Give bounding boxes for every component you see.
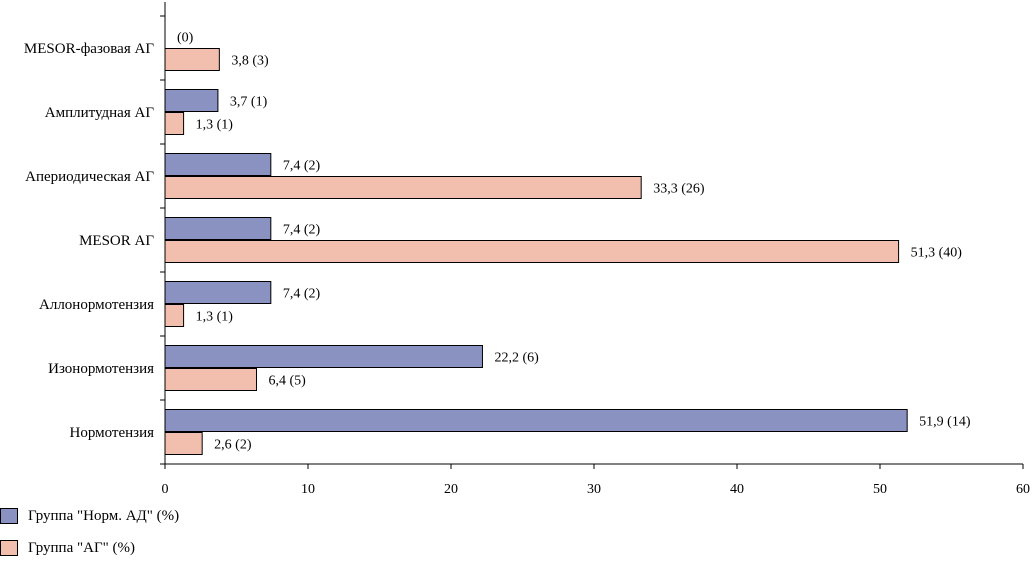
data-label-ag-0: 3,8 (3) [231, 54, 269, 69]
legend-swatch-norm [0, 508, 18, 524]
legend-item-norm: Группа "Норм. АД" (%) [0, 507, 179, 525]
data-label-ag-3: 51,3 (40) [911, 246, 963, 261]
x-tick-label-40: 40 [730, 482, 744, 497]
bar-ag-6 [164, 432, 203, 455]
bar-norm-2 [164, 153, 272, 176]
x-tick-label-20: 20 [444, 482, 458, 497]
category-label-3: MESOR АГ [79, 233, 154, 249]
x-tick-label-30: 30 [587, 482, 601, 497]
bar-ag-5 [164, 368, 258, 391]
data-label-ag-5: 6,4 (5) [269, 374, 307, 389]
x-tick-label-10: 10 [301, 482, 315, 497]
x-tick-label-50: 50 [873, 482, 887, 497]
category-label-1: Амплитудная АГ [45, 105, 155, 121]
category-label-4: Аллонормотензия [39, 297, 154, 313]
data-label-norm-3: 7,4 (2) [283, 223, 321, 238]
bar-ag-1 [164, 112, 185, 135]
bar-ag-4 [164, 304, 185, 327]
data-label-norm-5: 22,2 (6) [494, 351, 539, 366]
data-label-norm-2: 7,4 (2) [283, 159, 321, 174]
x-tick-label-0: 0 [162, 482, 169, 497]
legend-label-norm: Группа "Норм. АД" (%) [28, 507, 180, 524]
legend-label-ag: Группа "АГ" (%) [28, 539, 135, 556]
data-label-norm-1: 3,7 (1) [230, 95, 268, 110]
data-label-ag-6: 2,6 (2) [214, 438, 252, 453]
x-tick-label-60: 60 [1016, 482, 1030, 497]
category-label-2: Апериодическая АГ [25, 169, 154, 185]
data-label-ag-2: 33,3 (26) [653, 182, 705, 197]
legend: Группа "Норм. АД" (%) Группа "АГ" (%) [0, 507, 179, 571]
bar-norm-5 [164, 345, 483, 368]
data-label-norm-0: (0) [177, 31, 194, 46]
legend-item-ag: Группа "АГ" (%) [0, 539, 179, 557]
category-label-0: MESOR-фазовая АГ [24, 41, 154, 57]
legend-swatch-ag [0, 540, 18, 556]
bar-ag-3 [164, 240, 900, 263]
bar-ag-0 [164, 48, 220, 71]
category-label-6: Нормотензия [70, 425, 155, 441]
data-label-norm-4: 7,4 (2) [283, 287, 321, 302]
bar-ag-2 [164, 176, 642, 199]
bar-norm-6 [164, 409, 908, 432]
bar-norm-4 [164, 281, 272, 304]
bar-norm-3 [164, 217, 272, 240]
data-label-norm-6: 51,9 (14) [919, 415, 971, 430]
category-label-5: Изонормотензия [48, 361, 154, 377]
data-label-ag-1: 1,3 (1) [196, 118, 234, 133]
bar-norm-1 [164, 89, 219, 112]
data-label-ag-4: 1,3 (1) [196, 310, 234, 325]
